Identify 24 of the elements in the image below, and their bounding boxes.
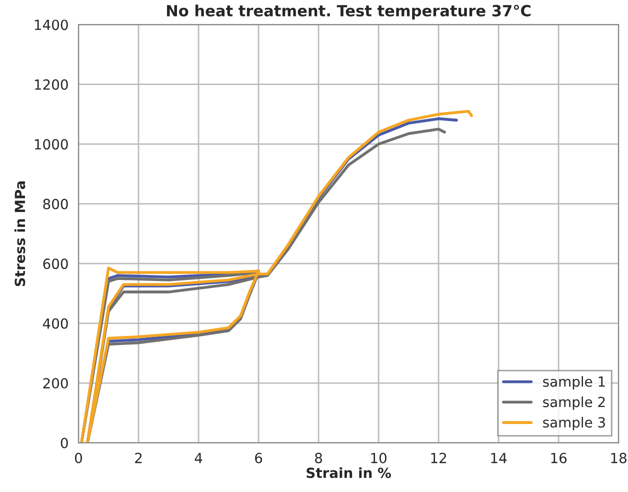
x-tick-label: 14 bbox=[491, 452, 507, 464]
x-tick-label: 4 bbox=[194, 452, 202, 464]
y-tick-label: 200 bbox=[43, 378, 68, 389]
legend-label: sample 1 bbox=[543, 376, 605, 390]
y-axis-title: Stress in MPa bbox=[14, 181, 26, 286]
y-tick-label: 1400 bbox=[34, 20, 68, 30]
x-tick-label: 16 bbox=[551, 452, 567, 464]
y-tick-label: 600 bbox=[43, 258, 68, 270]
x-tick-label: 0 bbox=[74, 452, 82, 464]
x-tick-label: 6 bbox=[255, 452, 262, 464]
chart-title: No heat treatment. Test temperature 37°C bbox=[167, 4, 531, 20]
y-tick-label: 800 bbox=[43, 198, 68, 210]
x-tick-label: 10 bbox=[371, 452, 386, 464]
x-tick-label: 2 bbox=[135, 452, 142, 464]
x-tick-label: 18 bbox=[611, 452, 626, 464]
x-tick-label: 12 bbox=[431, 452, 446, 464]
y-tick-label: 400 bbox=[42, 318, 68, 329]
y-tick-label: 1200 bbox=[34, 79, 68, 90]
legend-label: sample 3 bbox=[543, 416, 605, 430]
y-tick-label: 0 bbox=[60, 438, 68, 448]
x-axis-title: Strain in % bbox=[306, 467, 391, 478]
y-tick-label: 1000 bbox=[34, 139, 68, 150]
x-tick-label: 8 bbox=[315, 452, 322, 464]
legend-label: sample 2 bbox=[543, 396, 605, 410]
